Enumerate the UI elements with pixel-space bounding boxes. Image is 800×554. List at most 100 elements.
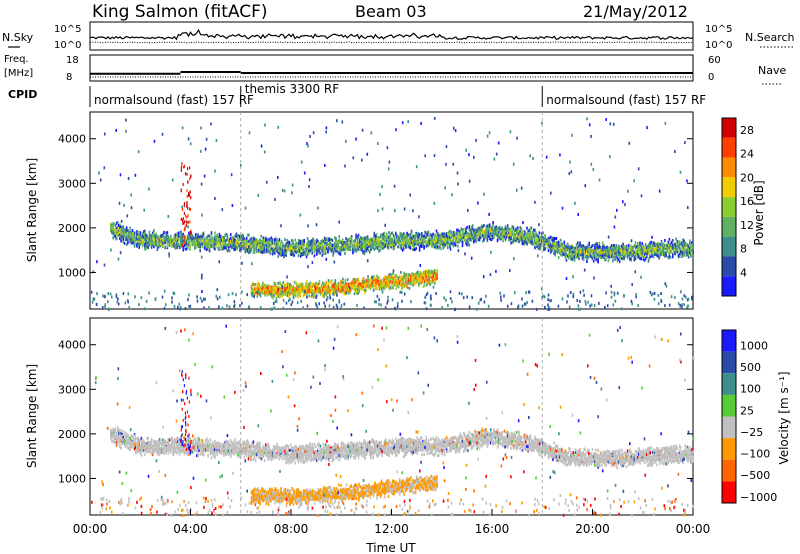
power-point-2830 xyxy=(509,229,511,233)
power-point-3777 xyxy=(643,254,646,258)
power-point-3044 xyxy=(539,245,542,249)
power-point-2501 xyxy=(462,227,465,231)
power-point-1548 xyxy=(328,244,330,248)
power-point-2631 xyxy=(480,224,483,228)
power-point-3447 xyxy=(596,252,598,256)
power-point-111 xyxy=(124,228,127,232)
power-point-1394 xyxy=(306,252,309,256)
power-point-2112 xyxy=(408,233,411,237)
power-point-2363 xyxy=(443,243,446,247)
power-point-1792 xyxy=(363,236,365,240)
power-point-54 xyxy=(116,228,119,232)
power-point-2750 xyxy=(497,236,500,239)
power-point-507 xyxy=(181,233,183,237)
power-point-2318 xyxy=(436,234,439,238)
power-point-2835 xyxy=(510,231,512,235)
power-point-1118 xyxy=(267,248,269,252)
power-point-2973 xyxy=(529,232,532,236)
power-point-2923 xyxy=(522,240,525,244)
power-point-1311 xyxy=(294,247,296,251)
power-point-2060 xyxy=(400,242,403,246)
power-point-3134 xyxy=(552,241,554,245)
power-point-696 xyxy=(208,244,211,248)
power-point-3706 xyxy=(633,251,636,255)
power-point-2446 xyxy=(454,233,457,237)
power-point-727 xyxy=(211,239,214,243)
power-point-2893 xyxy=(518,235,520,239)
power-point-526 xyxy=(183,244,186,247)
power-point-3301 xyxy=(575,252,578,256)
power-point-1506 xyxy=(322,239,325,243)
power-point-3914 xyxy=(663,248,665,252)
power-point-2071 xyxy=(401,248,404,252)
power-point-3473 xyxy=(600,253,603,257)
power-point-95 xyxy=(122,237,125,241)
power-point-2678 xyxy=(487,234,490,238)
power-point-3227 xyxy=(565,252,568,256)
power-point-245 xyxy=(144,238,146,242)
power-point-920 xyxy=(240,241,242,245)
power-point-1491 xyxy=(320,247,322,251)
power-point-3347 xyxy=(582,248,585,252)
power-point-190 xyxy=(136,233,138,237)
power-point-741 xyxy=(214,237,216,241)
power-point-3178 xyxy=(559,251,561,255)
power-point-1367 xyxy=(302,245,304,249)
power-point-2087 xyxy=(404,241,406,245)
power-point-1883 xyxy=(375,245,378,249)
power-point-3775 xyxy=(642,245,645,249)
power-point-367 xyxy=(161,242,163,246)
power-point-2735 xyxy=(495,227,498,231)
power-point-3533 xyxy=(608,253,611,257)
power-point-1782 xyxy=(361,243,363,247)
power-point-2664 xyxy=(486,227,489,231)
power-point-3884 xyxy=(658,243,661,247)
power-point-804 xyxy=(223,246,225,250)
power-point-3467 xyxy=(599,252,602,256)
power-point-3894 xyxy=(659,253,662,257)
power-point-626 xyxy=(198,241,200,245)
power-point-203 xyxy=(138,245,140,249)
power-point-3774 xyxy=(642,250,645,254)
power-point-479 xyxy=(176,239,179,243)
power-point-2854 xyxy=(512,240,515,244)
power-point-510 xyxy=(181,238,183,242)
power-point-2070 xyxy=(401,241,404,245)
power-point-756 xyxy=(216,236,218,240)
power-point-2481 xyxy=(460,227,463,231)
power-point-760 xyxy=(217,236,220,240)
power-point-3823 xyxy=(649,245,651,248)
power-point-2169 xyxy=(416,235,419,239)
power-point-3119 xyxy=(549,235,552,239)
power-point-383 xyxy=(163,231,165,235)
cpid-segment-label-0: normalsound (fast) 157 RF xyxy=(94,93,254,107)
power-point-88 xyxy=(122,240,125,244)
power-point-1513 xyxy=(323,236,326,240)
power-point-135 xyxy=(128,235,130,239)
power-point-3877 xyxy=(657,241,659,245)
power-point-1406 xyxy=(308,249,310,253)
power-point-3678 xyxy=(629,257,631,261)
power-point-3167 xyxy=(556,247,559,251)
power-point-1720 xyxy=(353,246,355,250)
power-point-2758 xyxy=(499,233,501,237)
power-point-1215 xyxy=(280,250,283,254)
power-point-3758 xyxy=(640,257,642,261)
power-point-3859 xyxy=(655,247,657,251)
power-point-2557 xyxy=(470,229,473,233)
power-point-1079 xyxy=(261,246,264,250)
power-point-2111 xyxy=(407,243,410,247)
power-point-1839 xyxy=(369,242,371,246)
power-point-1617 xyxy=(338,235,341,239)
power-point-458 xyxy=(174,246,177,250)
power-point-2814 xyxy=(506,233,509,237)
power-point-629 xyxy=(198,236,200,240)
power-point-2953 xyxy=(527,229,529,233)
power-point-869 xyxy=(232,242,234,245)
power-point-2932 xyxy=(523,230,526,234)
power-point-1341 xyxy=(298,245,301,249)
power-point-451 xyxy=(173,235,175,239)
power-point-606 xyxy=(194,236,197,240)
power-point-3703 xyxy=(632,247,634,251)
power-point-3614 xyxy=(620,251,622,255)
